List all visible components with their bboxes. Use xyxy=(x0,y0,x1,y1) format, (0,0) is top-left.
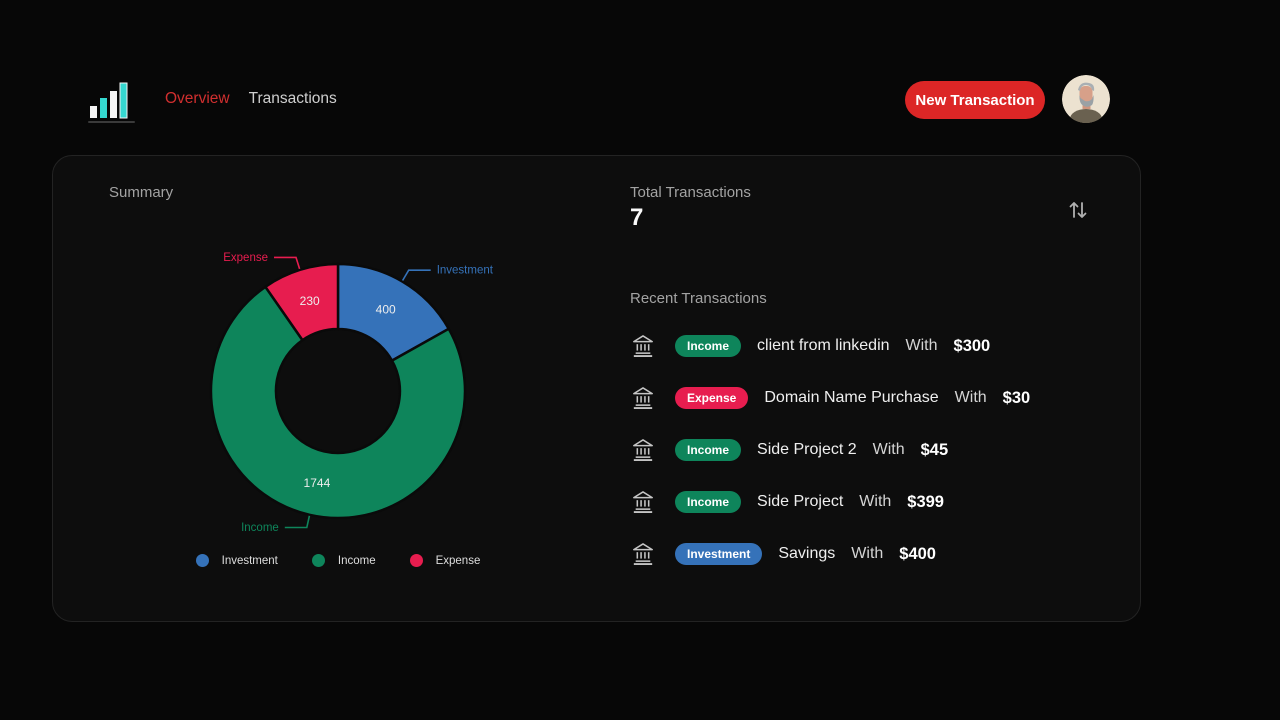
category-badge: Income xyxy=(675,439,742,461)
transaction-amount: $30 xyxy=(1002,388,1031,407)
legend-label: Income xyxy=(337,554,376,567)
sort-arrows-icon[interactable] xyxy=(1067,199,1089,221)
transaction-amount: $300 xyxy=(953,336,991,355)
category-badge: Income xyxy=(675,335,742,357)
donut-segment-investment[interactable] xyxy=(336,262,450,362)
transaction-title: client from linkedin xyxy=(757,337,890,354)
transaction-amount: $45 xyxy=(920,440,949,459)
transaction-title: Savings xyxy=(778,545,836,562)
total-transactions-value: 7 xyxy=(630,204,644,231)
legend-label: Investment xyxy=(221,554,278,567)
transaction-title: Side Project xyxy=(757,493,844,510)
segment-value-label: 230 xyxy=(300,294,320,308)
legend-item-income[interactable]: Income xyxy=(311,554,376,567)
segment-callout-line xyxy=(284,515,311,529)
legend-dot xyxy=(311,554,325,567)
chart-legend: Investment Income Expense xyxy=(68,554,608,567)
legend-dot xyxy=(195,554,209,567)
segment-callout-line xyxy=(274,256,301,270)
legend-dot xyxy=(409,554,423,567)
transaction-row[interactable]: Expense Domain Name Purchase With $30 xyxy=(632,372,1132,424)
transactions-list: Income client from linkedin With $300 Expen… xyxy=(632,320,1132,580)
with-label: With xyxy=(954,389,987,406)
transaction-row[interactable]: Income Side Project With $399 xyxy=(632,476,1132,528)
transaction-row[interactable]: Investment Savings With $400 xyxy=(632,528,1132,580)
overview-card: Summary 400 Investment 1744 Income 230 Expens… xyxy=(52,155,1141,622)
category-badge: Income xyxy=(675,491,742,513)
bank-icon xyxy=(632,334,654,358)
total-transactions-label: Total Transactions xyxy=(630,184,751,201)
legend-item-expense[interactable]: Expense xyxy=(409,554,481,567)
nav-link-transactions[interactable]: Transactions xyxy=(248,90,337,107)
bar-chart-logo-icon[interactable] xyxy=(84,72,136,124)
new-transaction-button[interactable]: New Transaction xyxy=(905,81,1045,119)
nav-link-overview[interactable]: Overview xyxy=(165,90,230,107)
transaction-amount: $399 xyxy=(907,492,944,511)
segment-value-label: 400 xyxy=(376,302,396,316)
transaction-amount: $400 xyxy=(899,544,936,563)
bank-icon xyxy=(632,386,654,410)
segment-callout-label: Income xyxy=(241,522,279,534)
category-badge: Investment xyxy=(675,543,763,565)
segment-callout-line xyxy=(401,269,431,281)
with-label: With xyxy=(859,493,892,510)
recent-transactions-title: Recent Transactions xyxy=(630,290,767,307)
segment-callout-label: Expense xyxy=(223,252,268,264)
bank-icon xyxy=(632,438,654,462)
donut-segment-income[interactable] xyxy=(209,285,467,520)
legend-label: Expense xyxy=(435,554,481,567)
transaction-row[interactable]: Income Side Project 2 With $45 xyxy=(632,424,1132,476)
with-label: With xyxy=(851,545,884,562)
segment-value-label: 1744 xyxy=(304,476,331,490)
summary-title: Summary xyxy=(109,184,174,201)
main-nav: Overview Transactions xyxy=(165,90,337,108)
donut-segment-expense[interactable] xyxy=(264,262,340,342)
legend-item-investment[interactable]: Investment xyxy=(195,554,278,567)
with-label: With xyxy=(905,337,938,354)
summary-donut-chart: 400 Investment 1744 Income 230 Expense xyxy=(53,246,653,546)
segment-callout-label: Investment xyxy=(437,265,494,277)
bank-icon xyxy=(632,542,654,566)
with-label: With xyxy=(872,441,905,458)
transaction-row[interactable]: Income client from linkedin With $300 xyxy=(632,320,1132,372)
user-avatar[interactable] xyxy=(1062,75,1110,123)
transaction-title: Side Project 2 xyxy=(757,441,857,458)
transaction-title: Domain Name Purchase xyxy=(764,389,939,406)
bank-icon xyxy=(632,490,654,514)
category-badge: Expense xyxy=(675,387,749,409)
